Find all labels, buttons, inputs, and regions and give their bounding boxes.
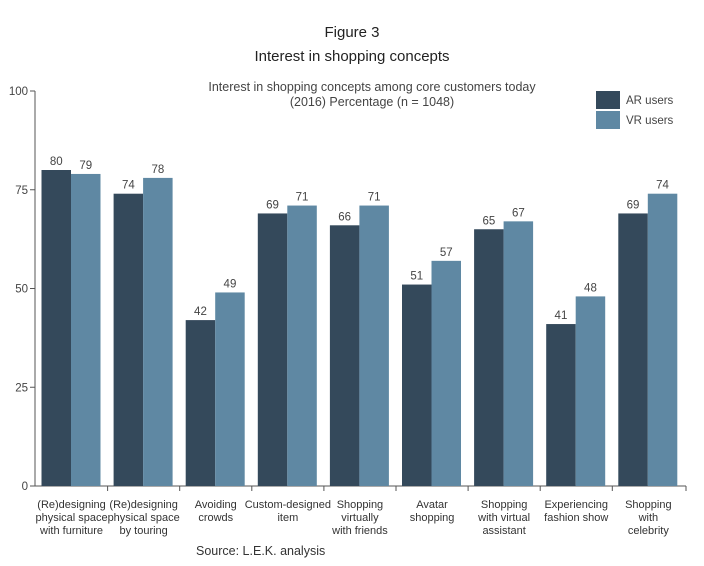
data-label: 71 [296, 192, 309, 204]
data-label: 49 [224, 278, 237, 290]
data-label: 42 [194, 306, 207, 318]
bar-ar [113, 193, 144, 486]
x-tick-label: (Re)designing physical space with furnitur… [35, 499, 107, 537]
figure-label: Figure 3 [324, 24, 380, 41]
x-tick-label: (Re)designing physical space by touring [108, 499, 180, 537]
x-tick-label: Avoiding crowds [195, 499, 237, 524]
x-tick-label: Avatar shopping [410, 499, 455, 524]
bar-vr [143, 177, 173, 486]
bar-ar [329, 225, 360, 487]
bar-vr [215, 292, 245, 486]
data-label: 71 [368, 192, 381, 204]
data-label: 74 [122, 180, 135, 192]
y-tick-label: 100 [9, 86, 28, 98]
x-tick-label: Shopping with virtual assistant [477, 499, 530, 537]
bar-vr [287, 205, 317, 487]
y-tick-label: 50 [15, 284, 28, 296]
legend-label: AR users [626, 95, 674, 107]
bar-vr [503, 221, 534, 486]
y-tick-label: 0 [22, 481, 28, 493]
data-label: 66 [338, 211, 351, 223]
figure-title: Interest in shopping concepts [254, 48, 450, 65]
bar-ar [185, 320, 216, 486]
data-label: 79 [79, 160, 92, 172]
bar-vr [647, 193, 678, 486]
data-label: 65 [482, 215, 495, 227]
x-tick-label: Shopping virtually with friends [331, 499, 388, 537]
legend-label: VR users [626, 115, 674, 127]
legend-swatch-vr [596, 111, 620, 129]
bar-ar [618, 213, 648, 486]
y-tick-label: 25 [15, 382, 28, 394]
bar-vr [359, 205, 389, 487]
data-label: 69 [627, 199, 640, 211]
data-label: 41 [555, 310, 568, 322]
bar-vr [575, 296, 606, 486]
data-label: 78 [151, 164, 164, 176]
x-tick-label: Experiencing fashion show [544, 499, 608, 524]
data-label: 69 [266, 199, 279, 211]
bar-vr [431, 260, 461, 486]
data-label: 48 [584, 282, 597, 294]
data-label: 51 [410, 271, 423, 283]
legend-swatch-ar [596, 91, 620, 109]
bar-ar [41, 170, 71, 486]
data-label: 74 [656, 180, 669, 192]
bar-ar [546, 324, 576, 486]
data-label: 57 [440, 247, 453, 259]
data-label: 67 [512, 207, 525, 219]
bar-ar [257, 213, 288, 486]
y-tick-label: 75 [15, 185, 28, 197]
chart-subtitle-line: Interest in shopping concepts among core… [208, 80, 536, 94]
x-tick-label: Custom-designed item [245, 499, 331, 524]
chart-subtitle-line: (2016) Percentage (n = 1048) [290, 95, 454, 109]
bar-ar [402, 284, 432, 486]
bar-vr [71, 173, 101, 486]
data-label: 80 [50, 156, 63, 168]
source-note: Source: L.E.K. analysis [196, 544, 326, 558]
bar-ar [474, 229, 504, 486]
x-tick-label: Shopping with celebrity [625, 499, 672, 537]
